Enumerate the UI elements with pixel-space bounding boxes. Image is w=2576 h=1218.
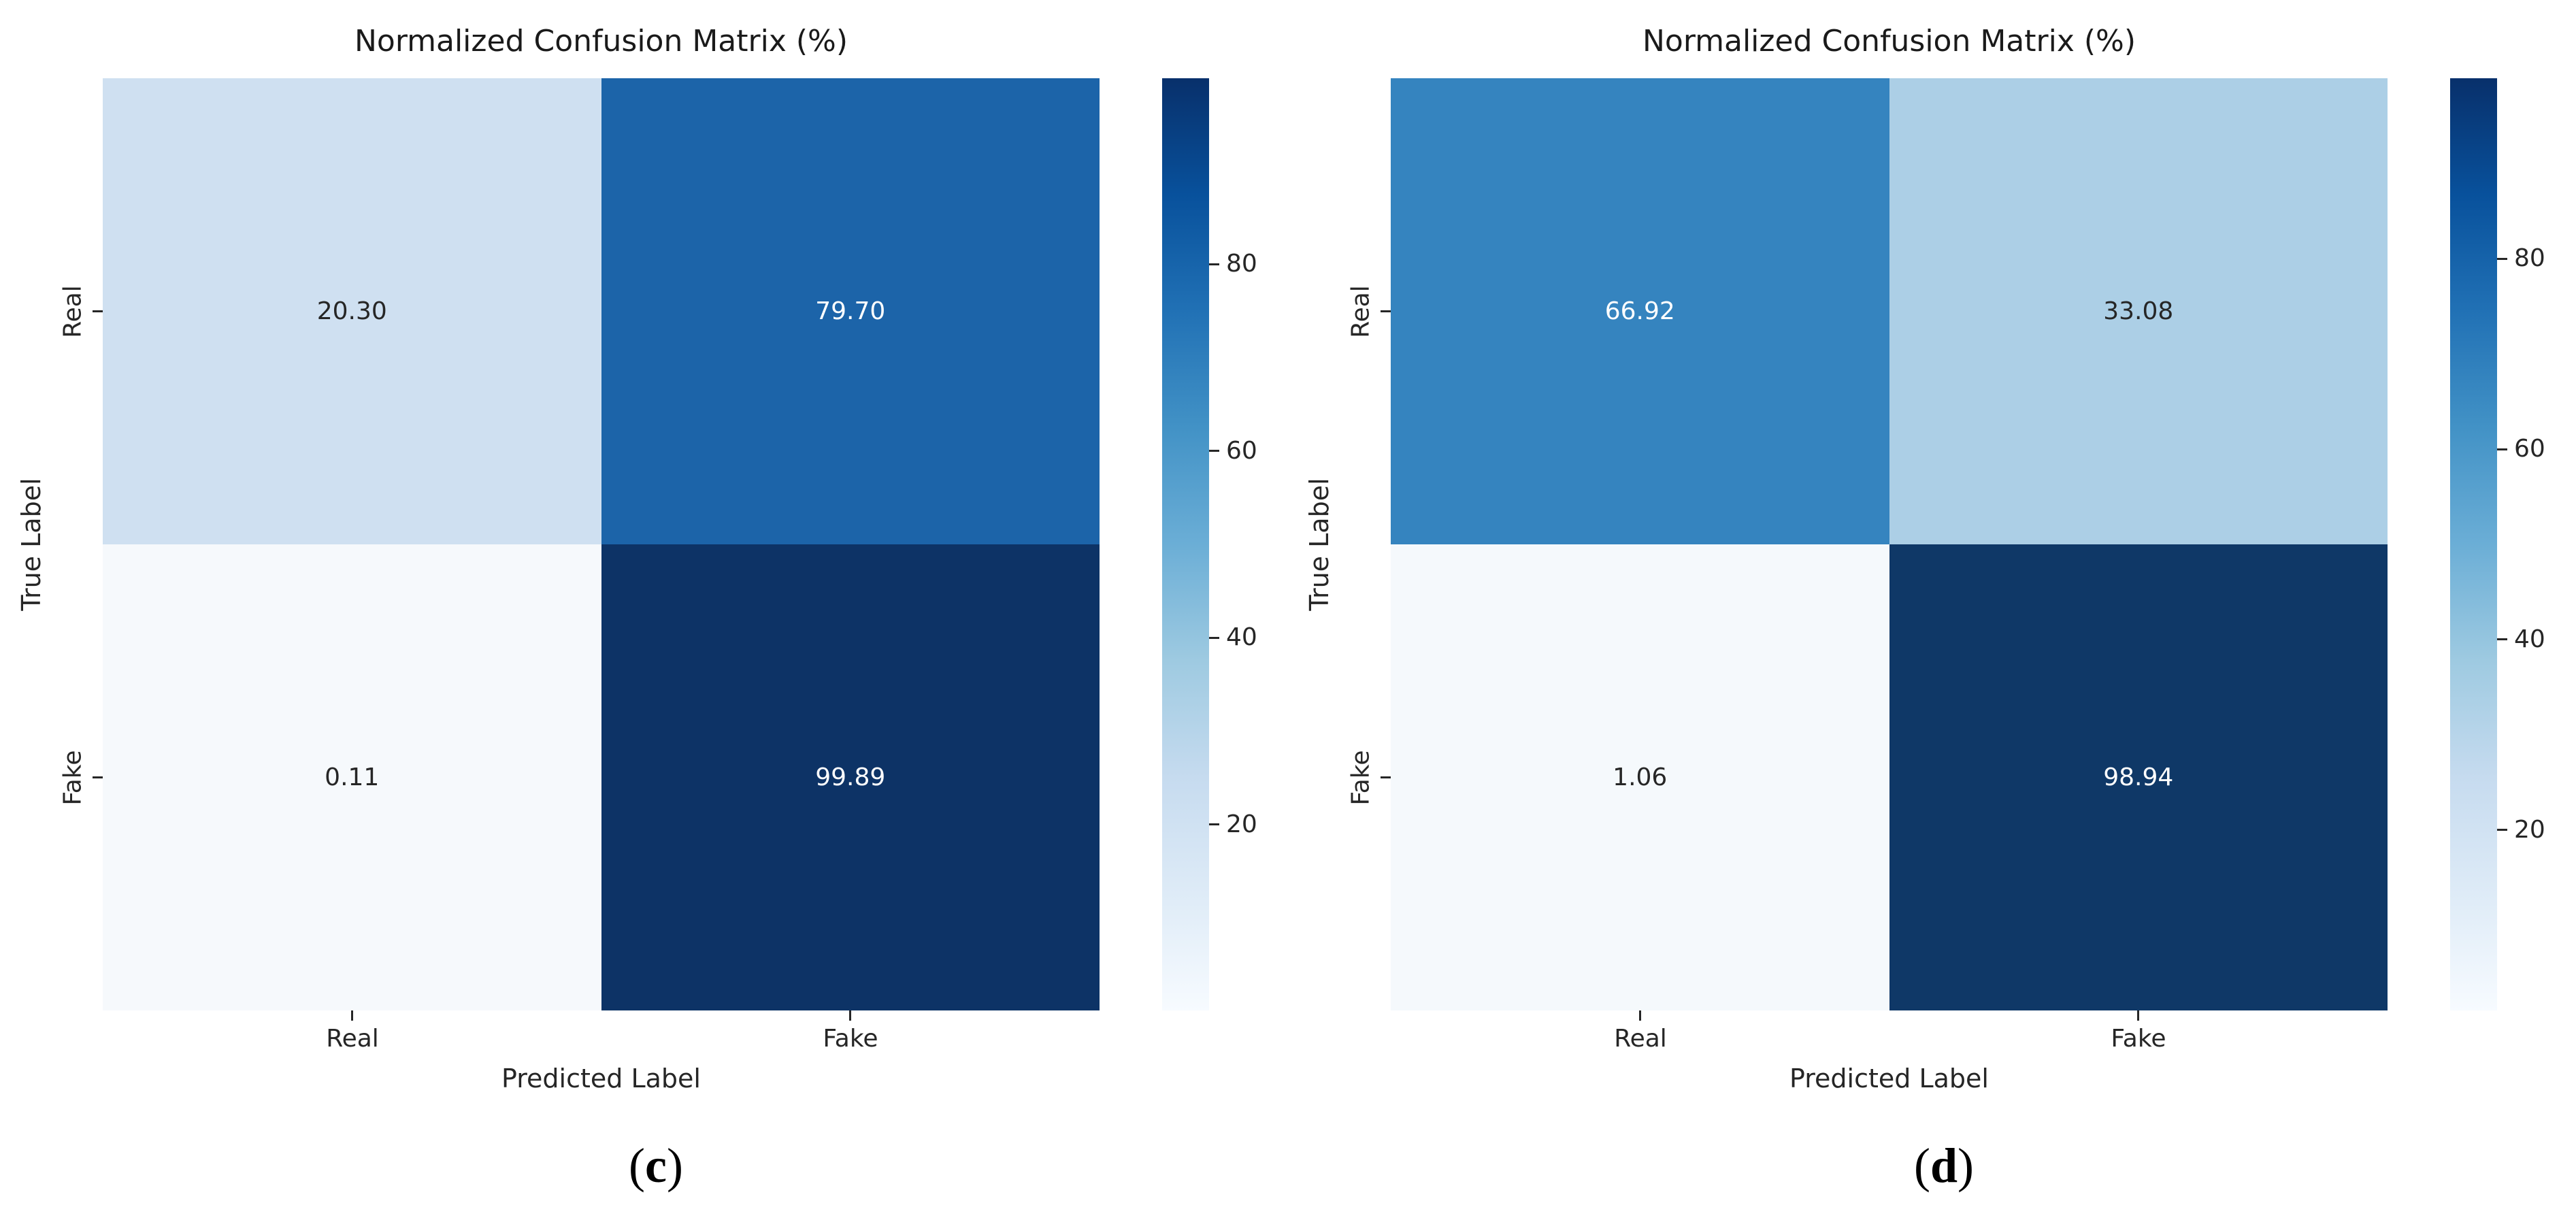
colorbar-tick-mark [1209,263,1219,265]
cell-true-fake-pred-real: 1.06 [1391,544,1889,1010]
colorbar-tick: 20 [2497,815,2545,844]
x-tick-label-real: Real [1614,1025,1667,1053]
colorbar-tick-mark [2497,638,2507,641]
caption-paren-close: ) [666,1138,683,1193]
x-tick-label-fake: Fake [823,1025,878,1053]
colorbar-tick-mark [1209,636,1219,639]
caption-paren-open: ( [1913,1138,1930,1193]
caption-paren-close: ) [1958,1138,1975,1193]
y-axis-label: True Label [1304,478,1334,611]
colorbar [1162,78,1209,1010]
colorbar-tick: 60 [1209,436,1257,465]
caption-letter: d [1930,1138,1958,1193]
x-tick-mark [1639,1010,1641,1021]
colorbar-tick-label: 40 [2514,625,2545,653]
colorbar-tick-label: 60 [1226,436,1257,465]
y-tick-label-fake: Fake [59,750,87,806]
colorbar-tick: 40 [1209,625,1257,650]
y-axis-label: True Label [16,478,46,611]
y-tick-mark [93,310,103,312]
colorbar-tick: 40 [2497,627,2545,652]
heatmap-matrix: 20.30 79.70 0.11 99.89 [103,78,1100,1010]
colorbar-tick-label: 20 [1226,810,1257,838]
cell-true-real-pred-real: 66.92 [1391,78,1889,544]
caption-paren-open: ( [629,1138,646,1193]
x-axis-label: Predicted Label [1789,1064,1989,1093]
colorbar-tick-mark [2497,257,2507,260]
caption-letter: c [645,1138,667,1193]
heatmap-matrix: 66.92 33.08 1.06 98.94 [1391,78,2388,1010]
cell-true-fake-pred-real: 0.11 [103,544,601,1010]
colorbar-tick-mark [1209,823,1219,826]
y-tick-label-real: Real [59,285,87,338]
y-tick-label-fake: Fake [1347,750,1375,806]
x-tick-mark [849,1010,851,1021]
subfigure-caption-c: (c) [629,1138,683,1194]
cell-true-real-pred-fake: 33.08 [1889,78,2388,544]
colorbar-tick-label: 40 [1226,623,1257,652]
colorbar [2450,78,2497,1010]
chart-title: Normalized Confusion Matrix (%) [354,24,848,59]
x-axis-label: Predicted Label [501,1064,701,1093]
colorbar-tick-label: 20 [2514,815,2545,844]
confusion-matrix-figure-d: Normalized Confusion Matrix (%) True Lab… [1288,0,2576,1218]
y-tick-mark [93,776,103,778]
y-tick-mark [1381,776,1391,778]
colorbar-tick-label: 60 [2514,435,2545,463]
chart-title: Normalized Confusion Matrix (%) [1642,24,2136,59]
colorbar-tick: 80 [1209,252,1257,276]
confusion-matrix-figure-c: Normalized Confusion Matrix (%) True Lab… [16,24,1257,1194]
colorbar-tick-label: 80 [1226,250,1257,278]
cell-true-fake-pred-fake: 99.89 [601,544,1100,1010]
colorbar-tick: 80 [2497,246,2545,271]
x-tick-mark [351,1010,353,1021]
colorbar-tick: 60 [2497,437,2545,461]
colorbar-tick-mark [1209,450,1219,452]
x-tick-label-real: Real [326,1025,379,1053]
colorbar-tick-label: 80 [2514,244,2545,273]
y-tick-mark [1381,310,1391,312]
colorbar-tick-mark [2497,448,2507,450]
x-tick-mark [2137,1010,2139,1021]
subfigure-caption-d: (d) [1914,1138,1974,1194]
colorbar-tick-mark [2497,829,2507,832]
colorbar-tick: 20 [1209,812,1257,837]
x-tick-label-fake: Fake [2111,1025,2166,1053]
cell-true-fake-pred-fake: 98.94 [1889,544,2388,1010]
y-tick-label-real: Real [1347,285,1375,338]
cell-true-real-pred-fake: 79.70 [601,78,1100,544]
cell-true-real-pred-real: 20.30 [103,78,601,544]
